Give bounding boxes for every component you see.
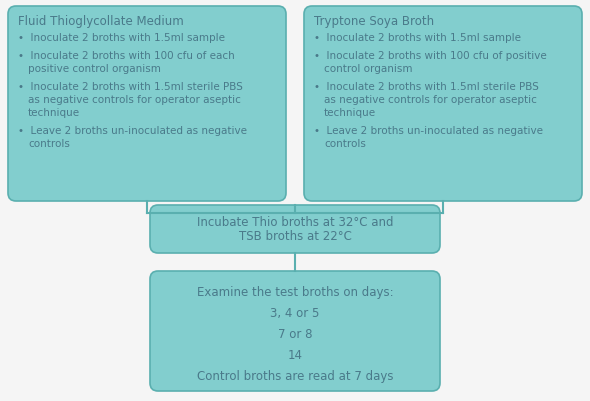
Text: •  Inoculate 2 broths with 1.5ml sample: • Inoculate 2 broths with 1.5ml sample bbox=[18, 33, 225, 43]
Text: technique: technique bbox=[324, 108, 376, 118]
FancyBboxPatch shape bbox=[8, 7, 286, 201]
Text: Control broths are read at 7 days: Control broths are read at 7 days bbox=[196, 369, 394, 382]
Text: Fluid Thioglycollate Medium: Fluid Thioglycollate Medium bbox=[18, 15, 183, 28]
Text: positive control organism: positive control organism bbox=[28, 64, 161, 74]
Text: TSB broths at 22°C: TSB broths at 22°C bbox=[238, 230, 352, 243]
Text: 3, 4 or 5: 3, 4 or 5 bbox=[270, 306, 320, 319]
Text: •  Inoculate 2 broths with 1.5ml sterile PBS: • Inoculate 2 broths with 1.5ml sterile … bbox=[314, 82, 539, 92]
Text: Tryptone Soya Broth: Tryptone Soya Broth bbox=[314, 15, 434, 28]
Text: controls: controls bbox=[324, 139, 366, 149]
Text: technique: technique bbox=[28, 108, 80, 118]
Text: 14: 14 bbox=[287, 348, 303, 361]
Text: •  Inoculate 2 broths with 100 cfu of each: • Inoculate 2 broths with 100 cfu of eac… bbox=[18, 51, 235, 61]
Text: control organism: control organism bbox=[324, 64, 412, 74]
Text: as negative controls for operator aseptic: as negative controls for operator asepti… bbox=[324, 95, 537, 105]
Text: •  Inoculate 2 broths with 1.5ml sterile PBS: • Inoculate 2 broths with 1.5ml sterile … bbox=[18, 82, 243, 92]
FancyBboxPatch shape bbox=[150, 205, 440, 253]
FancyBboxPatch shape bbox=[150, 271, 440, 391]
Text: as negative controls for operator aseptic: as negative controls for operator asepti… bbox=[28, 95, 241, 105]
Text: •  Inoculate 2 broths with 100 cfu of positive: • Inoculate 2 broths with 100 cfu of pos… bbox=[314, 51, 547, 61]
Text: •  Leave 2 broths un-inoculated as negative: • Leave 2 broths un-inoculated as negati… bbox=[18, 126, 247, 136]
Text: 7 or 8: 7 or 8 bbox=[278, 327, 312, 340]
Text: •  Leave 2 broths un-inoculated as negative: • Leave 2 broths un-inoculated as negati… bbox=[314, 126, 543, 136]
Text: •  Inoculate 2 broths with 1.5ml sample: • Inoculate 2 broths with 1.5ml sample bbox=[314, 33, 521, 43]
Text: controls: controls bbox=[28, 139, 70, 149]
Text: Examine the test broths on days:: Examine the test broths on days: bbox=[196, 285, 394, 298]
FancyBboxPatch shape bbox=[304, 7, 582, 201]
Text: Incubate Thio broths at 32°C and: Incubate Thio broths at 32°C and bbox=[196, 216, 394, 229]
